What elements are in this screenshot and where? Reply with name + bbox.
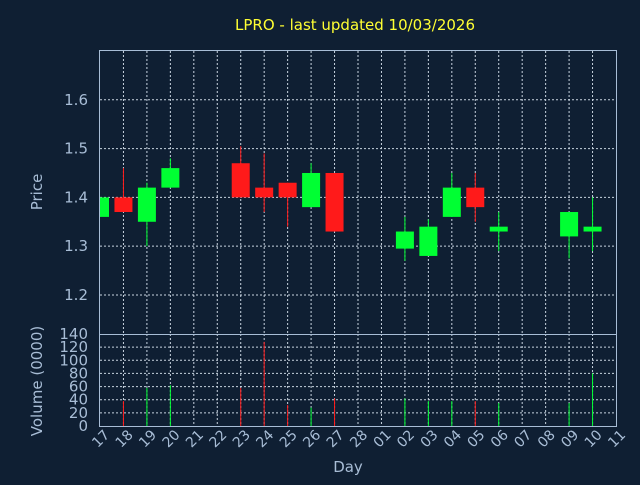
price-tick-label: 1.4 — [64, 188, 88, 206]
candle — [419, 219, 438, 256]
candle-body — [231, 163, 250, 198]
volume-axis-label: Volume (0000) — [28, 326, 46, 436]
candle-body — [395, 231, 414, 249]
volume-tick-label: 60 — [69, 378, 88, 396]
price-y-axis: 1.2 1.3 1.4 1.5 1.6 — [64, 91, 88, 304]
candle-body — [325, 172, 344, 232]
candle — [489, 212, 508, 252]
candle-body — [137, 187, 156, 222]
candle — [114, 168, 133, 213]
volume-tick-label: 120 — [59, 338, 88, 356]
candle-body — [302, 172, 321, 208]
candle — [395, 216, 414, 261]
candle — [560, 212, 579, 259]
candle — [466, 172, 485, 222]
candle-body — [560, 212, 579, 237]
candle — [583, 197, 602, 252]
candle-body — [255, 187, 274, 198]
volume-panel-frame — [99, 334, 617, 427]
price-tick-label: 1.5 — [64, 140, 88, 158]
candle-body — [583, 226, 602, 232]
candle — [442, 172, 461, 217]
candle-body — [466, 187, 485, 208]
candle-body — [278, 182, 297, 198]
candle — [99, 197, 109, 217]
candle — [137, 182, 156, 247]
volume-tick-label: 40 — [69, 391, 88, 409]
volume-bars — [122, 341, 594, 426]
price-candles — [99, 146, 602, 261]
candle — [231, 146, 250, 198]
candle-body — [419, 226, 438, 256]
candle — [325, 172, 344, 232]
price-tick-label: 1.3 — [64, 237, 88, 255]
candle-body — [442, 187, 461, 217]
candle-body — [100, 197, 109, 217]
day-x-axis: 17 18 19 20 21 22 23 24 25 26 27 28 01 02 03 04 05 06 07 08… — [89, 427, 629, 451]
candle — [161, 158, 180, 188]
chart-title: LPRO - last updated 10/03/2026 — [235, 16, 475, 34]
candle-body — [489, 226, 508, 232]
candle-body — [161, 168, 180, 188]
candle — [278, 182, 297, 227]
price-tick-label: 1.6 — [64, 91, 88, 109]
volume-tick-label: 0 — [78, 417, 88, 435]
volume-tick-label: 140 — [59, 325, 88, 343]
price-tick-label: 1.2 — [64, 286, 88, 304]
candle-body — [114, 197, 133, 213]
price-axis-label: Price — [28, 174, 46, 211]
day-axis-label: Day — [333, 458, 363, 476]
volume-tick-label: 80 — [69, 364, 88, 382]
volume-tick-label: 20 — [69, 404, 88, 422]
candle — [255, 153, 274, 213]
candle — [302, 163, 321, 208]
volume-tick-label: 100 — [59, 351, 88, 369]
